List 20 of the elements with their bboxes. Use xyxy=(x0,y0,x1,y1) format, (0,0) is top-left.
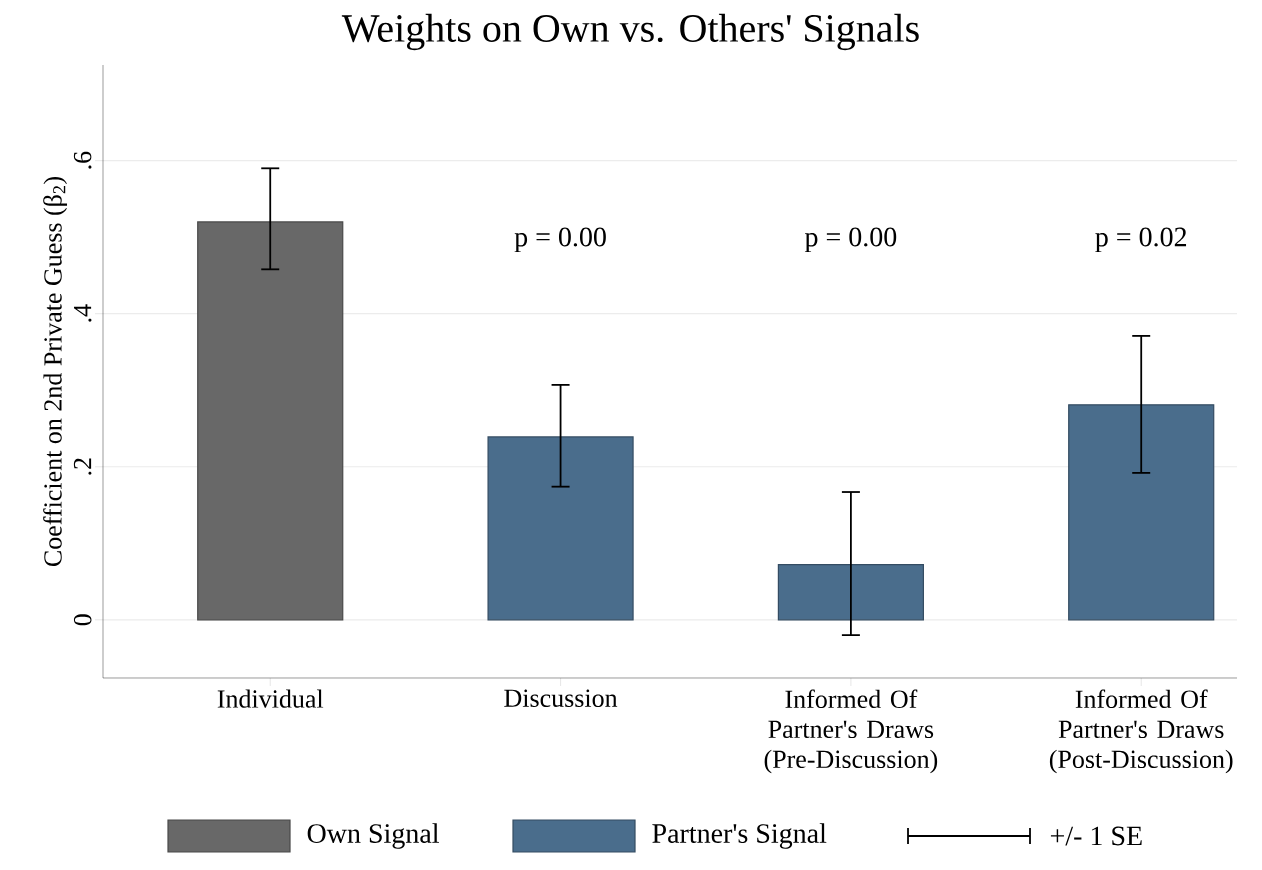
legend-label: Own Signal xyxy=(307,823,439,849)
annotation: p = 0.00 xyxy=(804,227,897,253)
bar xyxy=(777,564,924,621)
x-tick-label: Informed Of Partner's Draws (Post-Discussion) xyxy=(1049,689,1233,774)
y-tick-label: .2 xyxy=(73,458,92,475)
annotation: p = 0.00 xyxy=(514,227,606,253)
text: +/- 1 SE xyxy=(1050,826,1142,846)
chart-title: Weights on Own vs. Others' Signals xyxy=(341,13,919,51)
x-tick-label: Individual xyxy=(217,689,324,708)
bar xyxy=(1068,404,1215,621)
bar xyxy=(487,436,634,621)
bar xyxy=(197,221,344,621)
annotation: p = 0.02 xyxy=(1095,227,1187,253)
y-tick-label: .4 xyxy=(74,304,92,322)
y-tick-label: .6 xyxy=(73,151,92,169)
y-axis-title: Coefficient on 2nd Private Guess (β$_{2}$) xyxy=(43,176,68,567)
legend-label: Partner's Signal xyxy=(652,823,827,849)
y-tick-label: 0 xyxy=(73,614,92,626)
x-tick-label: Informed Of Partner's Draws (Pre-Discussion) xyxy=(764,689,938,774)
x-tick-label: Discussion xyxy=(504,689,618,707)
